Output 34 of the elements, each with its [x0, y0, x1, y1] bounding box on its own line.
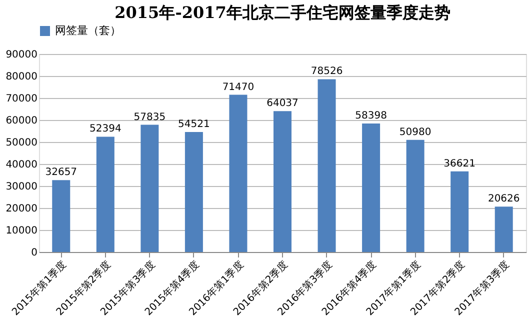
bar — [362, 124, 380, 252]
bar — [406, 140, 424, 252]
y-tick-label: 50000 — [6, 138, 38, 148]
y-tick-label: 70000 — [6, 94, 38, 104]
data-label: 57835 — [134, 112, 166, 123]
data-label: 50980 — [399, 126, 432, 138]
data-label: 36621 — [444, 158, 476, 170]
bar — [229, 94, 248, 252]
bar — [450, 171, 469, 252]
bar — [184, 132, 203, 252]
y-tick-label: 60000 — [6, 116, 38, 126]
y-tick-label: 0 — [31, 248, 38, 258]
data-label: 71470 — [222, 82, 254, 93]
bar — [96, 136, 114, 252]
y-tick-label: 80000 — [6, 72, 38, 82]
data-label: 54521 — [178, 119, 210, 130]
y-tick-label: 20000 — [6, 204, 38, 214]
data-label: 78526 — [310, 66, 343, 78]
bar — [274, 111, 292, 252]
data-label: 32657 — [45, 167, 78, 178]
y-tick-label: 30000 — [6, 182, 38, 192]
bar — [52, 180, 70, 252]
data-label: 58398 — [355, 110, 387, 122]
bar — [318, 79, 336, 252]
y-tick-label: 90000 — [6, 50, 38, 60]
bar — [494, 206, 513, 252]
y-tick-label: 40000 — [6, 160, 38, 170]
bar — [140, 124, 159, 252]
y-tick-label: 10000 — [6, 226, 38, 236]
chart-title: 2015年-2017年北京二手住宅网签量季度走势 — [114, 3, 450, 22]
data-label: 20626 — [488, 194, 520, 205]
legend-label: 网签量（套） — [55, 24, 121, 37]
data-label: 64037 — [266, 98, 298, 110]
data-label: 52394 — [90, 124, 122, 135]
